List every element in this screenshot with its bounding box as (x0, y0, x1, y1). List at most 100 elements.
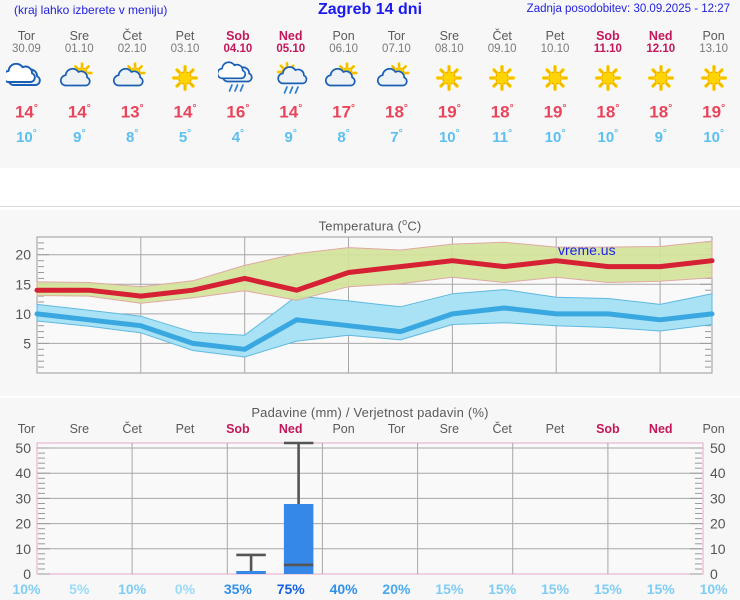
degree-sign: ° (562, 103, 567, 114)
forecast-day-date: 30.09 (12, 43, 41, 55)
forecast-day-list: Tor 30.09 14° 10° Sre 01.10 14° 9° Čet 02.10 13° 8°… (0, 22, 740, 168)
precipitation-day-label: Ned (278, 422, 303, 436)
forecast-temp-max-value: 17 (332, 102, 352, 122)
forecast-day-column: Sob 04.10 16° 4° (211, 22, 264, 168)
degree-sign: ° (662, 127, 667, 139)
precipitation-plot-svg: 0 0 10 10 20 20 30 30 40 40 50 50 (15, 440, 726, 580)
sun-icon (687, 60, 740, 96)
rain-cloud-icon (211, 60, 264, 96)
precipitation-day-label: Čet (492, 422, 512, 436)
degree-sign: ° (345, 127, 350, 139)
forecast-temp-min-value: 7 (390, 128, 399, 146)
forecast-day-name: Ned (278, 29, 303, 43)
precipitation-ytick-label-right: 30 (710, 490, 726, 506)
forecast-temp-min: 9° (264, 124, 317, 148)
temperature-ytick-label: 15 (15, 277, 31, 293)
forecast-day-column: Pon 06.10 17° 8° (317, 22, 370, 168)
temperature-title-tail: C) (407, 218, 422, 234)
degree-sign: ° (398, 127, 403, 139)
forecast-day-name: Ned (648, 29, 673, 43)
precipitation-probability-label: 10% (118, 581, 147, 597)
forecast-day-column: Tor 30.09 14° 10° (0, 22, 53, 168)
precipitation-probability-label: 15% (593, 581, 622, 597)
strip-gap (0, 168, 740, 210)
degree-sign: ° (86, 103, 91, 114)
degree-sign: ° (508, 127, 513, 139)
degree-sign: ° (192, 103, 197, 114)
forecast-day-column: Sob 11.10 18° 10° (581, 22, 634, 168)
forecast-temp-max: 19° (423, 98, 476, 124)
forecast-day-name: Sob (596, 29, 620, 43)
precipitation-day-label: Ned (648, 422, 673, 436)
precipitation-probability-label: 15% (435, 581, 464, 597)
degree-sign: ° (668, 103, 673, 114)
precipitation-ytick-label-left: 20 (15, 516, 31, 532)
forecast-temp-min: 9° (53, 124, 106, 148)
sun-icon (634, 60, 687, 96)
forecast-temp-max: 17° (317, 98, 370, 124)
temperature-title-degree: o (402, 217, 408, 227)
temperature-chart-block: Temperatura (oC) vreme.us 5 10 15 20 (0, 210, 740, 396)
forecast-temp-max: 18° (581, 98, 634, 124)
precipitation-ytick-label-left: 50 (15, 440, 31, 456)
forecast-temp-min: 10° (529, 124, 582, 148)
temperature-title-main: Temperatura ( (318, 218, 403, 234)
forecast-day-name: Sob (226, 29, 250, 43)
degree-sign: ° (139, 103, 144, 114)
forecast-temp-min-value: 9 (654, 128, 663, 146)
precipitation-probability-label: 35% (223, 581, 252, 597)
forecast-day-date: 03.10 (170, 43, 200, 55)
forecast-temp-max-value: 14 (173, 102, 193, 122)
forecast-day-name: Čet (492, 29, 512, 43)
degree-sign: ° (292, 127, 297, 139)
precipitation-ytick-label-right: 50 (710, 440, 726, 456)
forecast-temp-min: 9° (634, 124, 687, 148)
forecast-day-column: Čet 09.10 18° 11° (476, 22, 529, 168)
precipitation-ytick-label-right: 0 (710, 566, 718, 580)
precipitation-bar (236, 571, 266, 574)
precipitation-probability-label: 75% (276, 581, 305, 597)
cloud-icon (0, 60, 53, 96)
forecast-temp-max: 18° (634, 98, 687, 124)
precipitation-ytick-label-right: 10 (710, 541, 726, 557)
forecast-temp-min: 10° (687, 124, 740, 148)
temperature-ytick-label: 20 (15, 247, 31, 263)
degree-sign: ° (298, 103, 303, 114)
forecast-day-name: Pon (332, 29, 355, 43)
forecast-temp-max-value: 18 (649, 102, 669, 122)
watermark-text: vreme.us (558, 242, 616, 258)
forecast-temp-max-value: 14 (279, 102, 299, 122)
forecast-day-date: 12.10 (646, 43, 676, 55)
precipitation-day-label: Sob (226, 422, 250, 436)
forecast-temp-max-value: 13 (120, 102, 140, 122)
degree-sign: ° (614, 127, 619, 139)
forecast-day-date: 09.10 (487, 43, 517, 55)
degree-sign: ° (240, 127, 245, 139)
sun-icon (529, 60, 582, 96)
degree-sign: ° (455, 127, 460, 139)
location-menu-note: (kraj lahko izberete v meniju) (14, 3, 168, 17)
degree-sign: ° (187, 127, 192, 139)
forecast-temp-min: 10° (423, 124, 476, 148)
degree-sign: ° (33, 103, 38, 114)
precipitation-day-label: Sob (596, 422, 620, 436)
forecast-day-column: Čet 02.10 13° 8° (106, 22, 159, 168)
forecast-temp-max-value: 18 (384, 102, 404, 122)
forecast-temp-min: 7° (370, 124, 423, 148)
precipitation-day-labels: Tor Sre Čet Pet Sob Ned Pon Tor Sre Čet Pet Sob Ned P… (0, 420, 740, 440)
forecast-day-column: Ned 12.10 18° 9° (634, 22, 687, 168)
temperature-plot: vreme.us 5 10 15 20 (0, 233, 740, 393)
forecast-day-column: Pet 10.10 19° 10° (529, 22, 582, 168)
forecast-temp-max-value: 18 (596, 102, 616, 122)
forecast-day-name: Pet (175, 29, 195, 43)
precipitation-day-label: Pon (702, 422, 725, 436)
sun-behind-cloud-icon (370, 60, 423, 96)
last-update-label: Zadnja posodobitev: 30.09.2025 - 12:27 (526, 3, 730, 15)
precipitation-probability-label: 15% (541, 581, 570, 597)
precipitation-chart-block: Padavine (mm) / Verjetnost padavin (%) T… (0, 398, 740, 600)
sun-icon (581, 60, 634, 96)
precipitation-chart-title: Padavine (mm) / Verjetnost padavin (%) (251, 405, 489, 420)
precipitation-probability-label: 20% (382, 581, 411, 597)
precipitation-probability-label: 15% (488, 581, 517, 597)
